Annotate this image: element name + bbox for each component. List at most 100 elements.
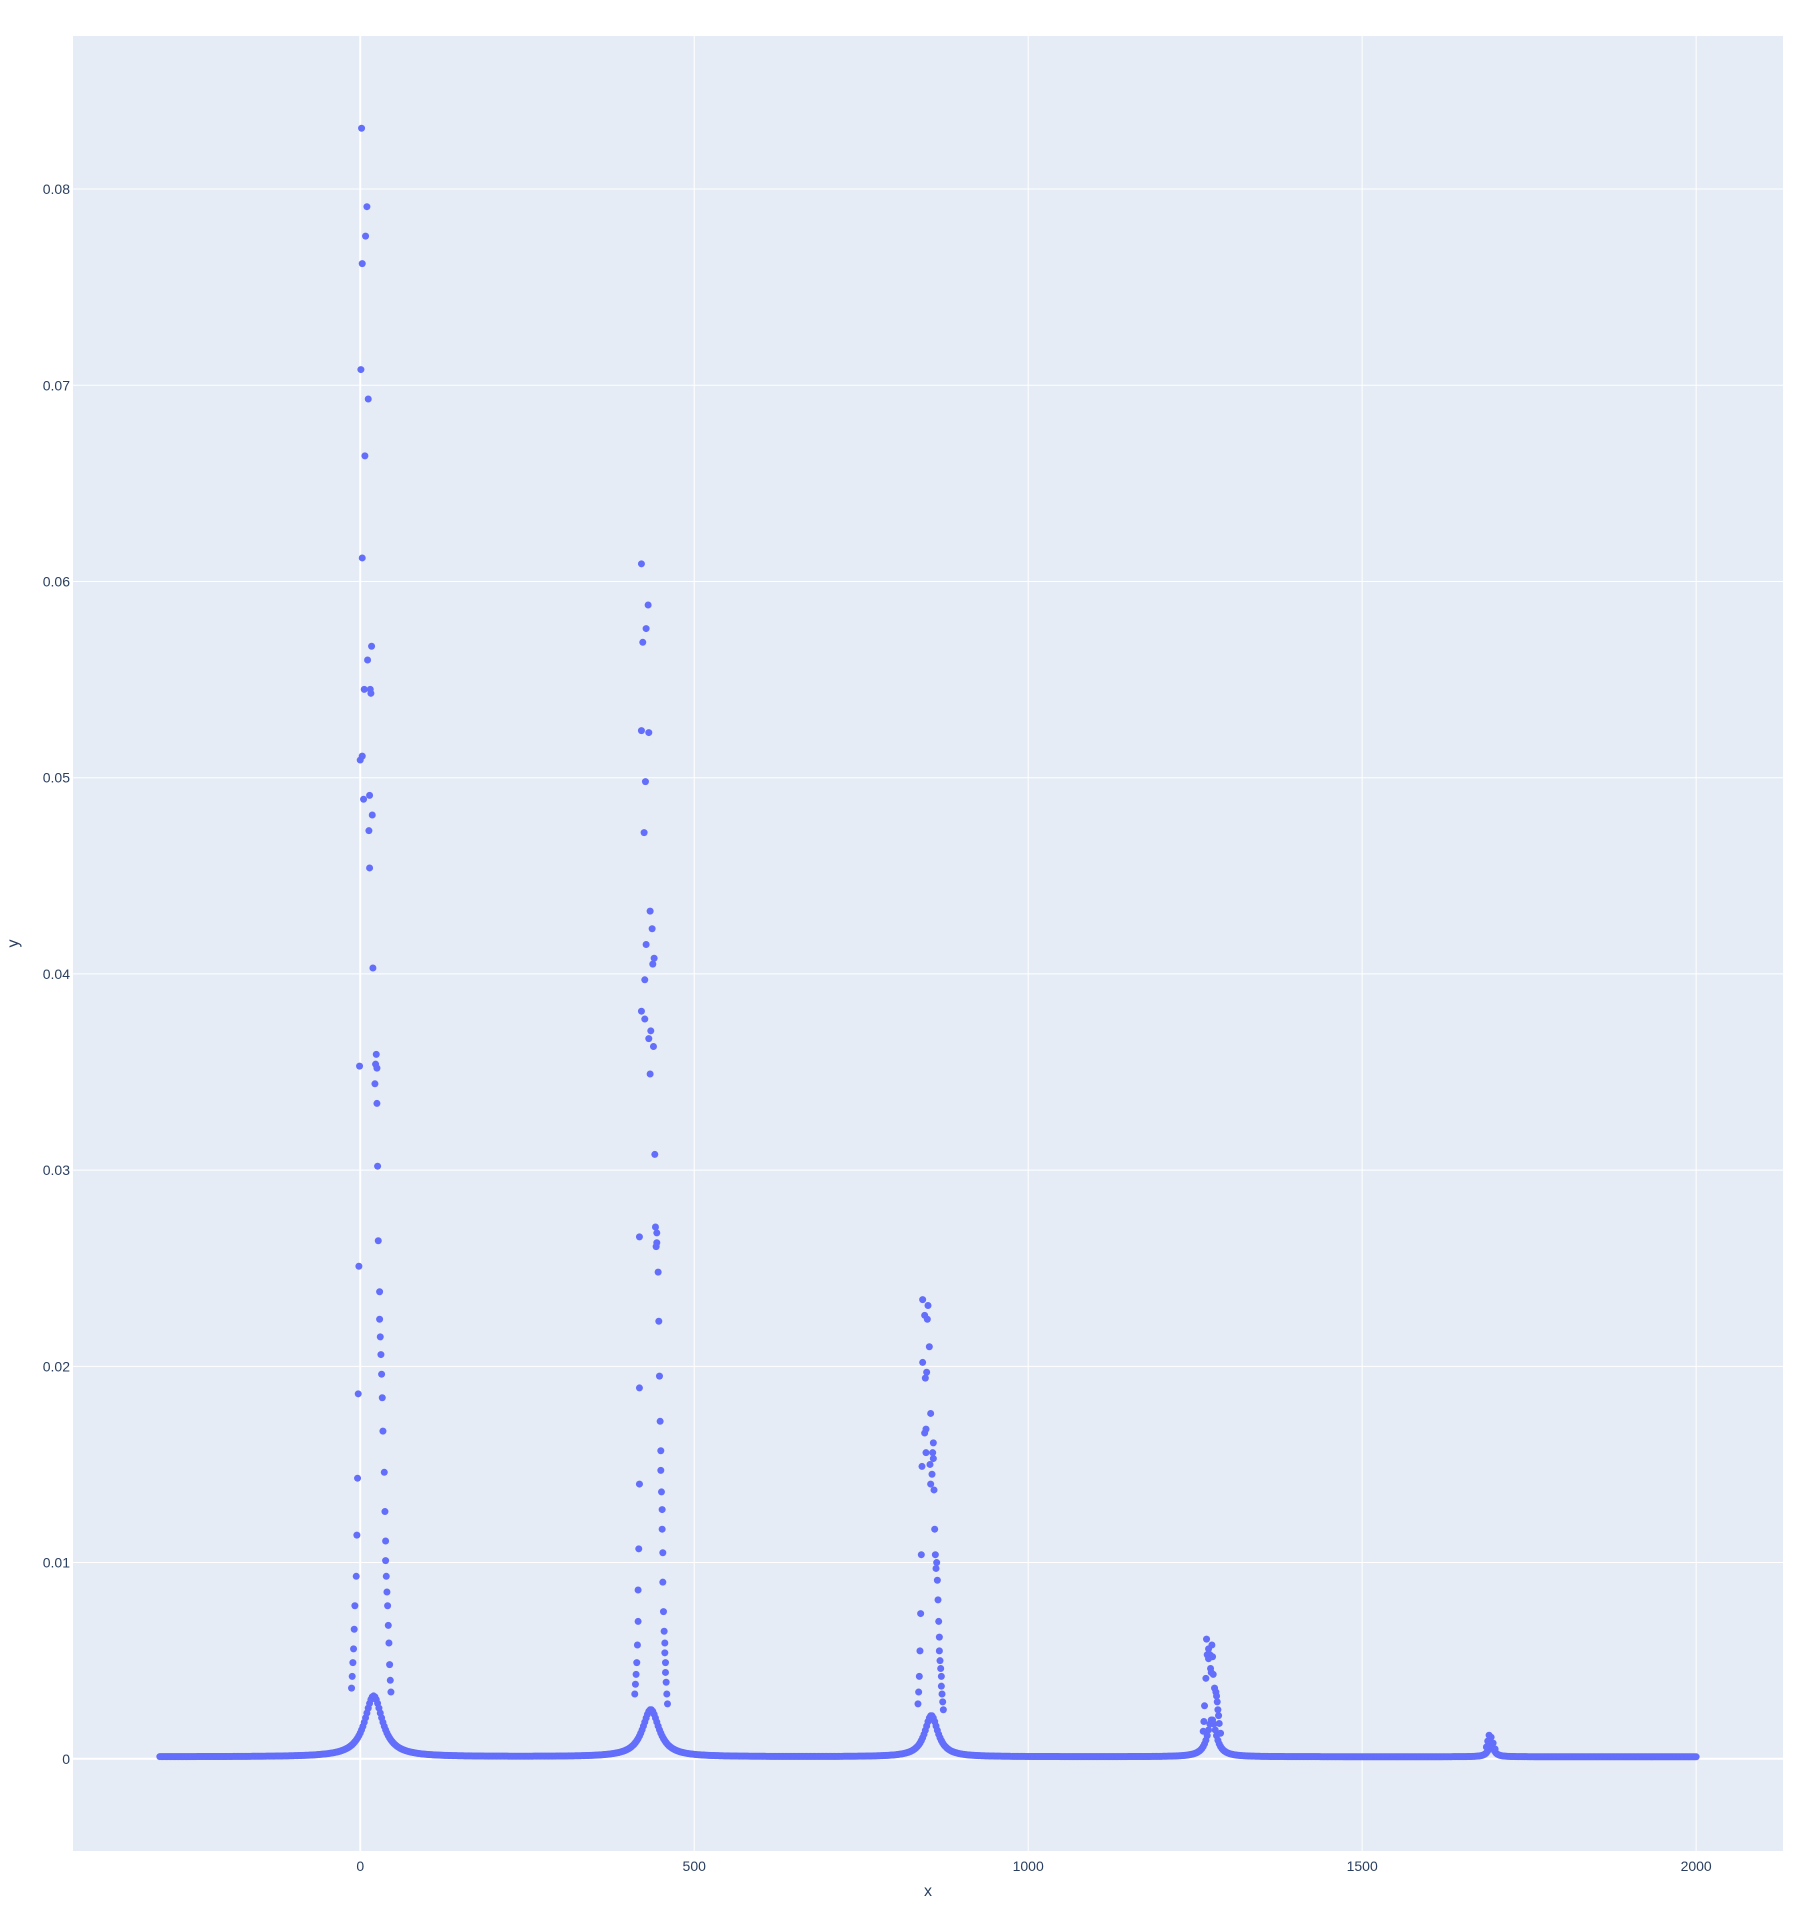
y-tick-label: 0.01 <box>43 1555 70 1571</box>
data-point <box>1201 1702 1209 1710</box>
data-point <box>384 1621 392 1629</box>
data-point <box>635 1233 643 1241</box>
data-point <box>935 1617 943 1625</box>
data-point <box>661 1659 669 1667</box>
data-point <box>378 1394 386 1402</box>
data-point <box>368 642 376 650</box>
data-point <box>631 1690 639 1698</box>
data-point <box>1210 1720 1218 1728</box>
data-point <box>1209 1670 1217 1678</box>
data-point <box>365 827 373 835</box>
x-tick-label: 1000 <box>1013 1858 1044 1874</box>
data-point <box>381 1508 389 1516</box>
data-point <box>645 729 653 737</box>
data-point <box>657 1466 665 1474</box>
y-axis-title: y <box>5 940 22 948</box>
data-point <box>352 1572 360 1580</box>
data-point <box>929 1439 937 1447</box>
x-gridlines <box>359 36 1697 1851</box>
data-point <box>654 1268 662 1276</box>
data-point <box>387 1688 395 1696</box>
data-point <box>915 1672 923 1680</box>
data-point <box>915 1688 923 1696</box>
data-point <box>376 1333 384 1341</box>
data-point <box>1215 1712 1223 1720</box>
data-point <box>382 1557 390 1565</box>
data-point <box>652 1243 660 1251</box>
data-point <box>350 1625 358 1633</box>
data-point <box>921 1429 929 1437</box>
data-point <box>376 1315 384 1323</box>
data-point <box>362 232 370 240</box>
data-point <box>384 1602 392 1610</box>
data-point <box>1484 1737 1492 1745</box>
data-point <box>369 964 377 972</box>
data-point <box>373 1064 381 1072</box>
data-point <box>356 756 364 764</box>
data-point <box>367 689 375 697</box>
data-point <box>661 1649 669 1657</box>
data-point <box>919 1358 927 1366</box>
y-tick-label: 0.06 <box>43 573 70 589</box>
data-point <box>633 1659 641 1667</box>
data-point <box>939 1706 947 1714</box>
x-tick-label: 1500 <box>1347 1858 1378 1874</box>
data-point <box>639 638 647 646</box>
data-point <box>348 1684 356 1692</box>
data-point <box>914 1700 922 1708</box>
data-point <box>1205 1645 1213 1653</box>
data-point <box>357 366 365 374</box>
y-tick-labels: 0 0.01 0.02 0.03 0.04 0.05 0.06 0.07 0.08 <box>43 181 70 1767</box>
data-point <box>938 1690 946 1698</box>
data-point <box>358 554 366 562</box>
data-point <box>349 1659 357 1667</box>
data-point <box>385 1639 393 1647</box>
data-point <box>930 1486 938 1494</box>
data-point <box>1202 1674 1210 1682</box>
plot-background <box>73 36 1783 1851</box>
data-point <box>655 1317 663 1325</box>
data-point <box>928 1470 936 1478</box>
data-point <box>659 1578 667 1586</box>
data-point <box>383 1588 391 1596</box>
data-point <box>380 1468 388 1476</box>
data-point <box>935 1647 943 1655</box>
data-point <box>368 811 376 819</box>
y-tick-label: 0.05 <box>43 770 70 786</box>
data-point <box>366 791 374 799</box>
data-point <box>931 1551 939 1559</box>
data-point <box>925 1343 933 1351</box>
data-point <box>642 625 650 633</box>
data-point <box>382 1537 390 1545</box>
data-point <box>356 1062 364 1070</box>
data-point <box>364 395 372 403</box>
data-point <box>649 1043 657 1051</box>
data-point <box>641 1015 649 1023</box>
data-point <box>663 1690 671 1698</box>
data-point <box>635 1480 643 1488</box>
data-point <box>659 1608 667 1616</box>
data-point <box>657 1488 665 1496</box>
data-point <box>358 260 366 268</box>
data-point <box>632 1670 640 1678</box>
data-point <box>1205 1726 1213 1734</box>
data-point <box>933 1559 941 1567</box>
data-point <box>916 1647 924 1655</box>
data-point <box>358 124 366 132</box>
data-point <box>657 1447 665 1455</box>
data-point <box>348 1672 356 1680</box>
data-point <box>924 1302 932 1310</box>
data-point <box>926 1460 934 1468</box>
y-tick-label: 0 <box>62 1751 70 1767</box>
data-point <box>1491 1745 1499 1753</box>
data-point <box>1692 1753 1700 1761</box>
data-point <box>353 1531 361 1539</box>
x-axis-title: x <box>924 1883 932 1900</box>
data-point <box>1211 1726 1219 1734</box>
data-point <box>919 1296 927 1304</box>
data-point <box>642 940 650 948</box>
data-point <box>662 1678 670 1686</box>
data-point <box>917 1551 925 1559</box>
y-tick-label: 0.08 <box>43 181 70 197</box>
